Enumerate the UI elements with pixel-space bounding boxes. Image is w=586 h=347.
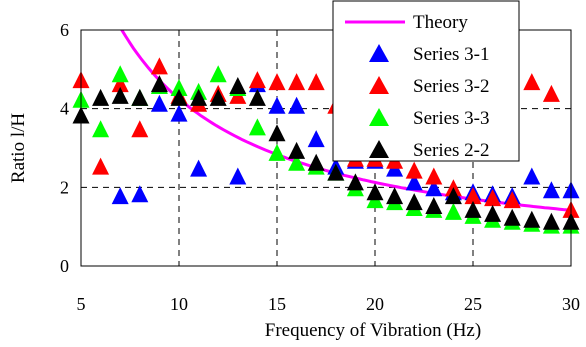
data-point-series-3-3 bbox=[92, 120, 110, 138]
data-point-series-2-2 bbox=[209, 88, 227, 106]
data-point-series-2-2 bbox=[229, 77, 247, 95]
data-point-series-2-2 bbox=[268, 124, 286, 142]
data-point-series-2-2 bbox=[444, 187, 462, 205]
data-point-series-3-2 bbox=[542, 84, 560, 102]
legend-label-series-3-2: Series 3-2 bbox=[413, 76, 490, 97]
data-point-series-3-2 bbox=[92, 157, 110, 175]
data-point-series-3-1 bbox=[523, 167, 541, 185]
legend-marker-series-3-2 bbox=[369, 76, 389, 94]
data-point-series-2-2 bbox=[484, 204, 502, 222]
y-tick-label: 4 bbox=[60, 99, 69, 119]
data-point-series-3-2 bbox=[288, 73, 306, 91]
data-point-series-2-2 bbox=[425, 197, 443, 214]
data-point-series-3-1 bbox=[542, 181, 560, 199]
data-point-series-3-3 bbox=[248, 118, 266, 136]
data-point-series-3-3 bbox=[444, 202, 462, 220]
data-point-series-2-2 bbox=[170, 88, 188, 106]
data-point-series-3-3 bbox=[111, 65, 129, 83]
data-point-series-2-2 bbox=[150, 75, 168, 93]
x-tick-label: 5 bbox=[77, 294, 86, 314]
legend-label-series-3-3: Series 3-3 bbox=[413, 108, 490, 129]
data-point-series-2-2 bbox=[405, 193, 423, 211]
data-point-series-2-2 bbox=[248, 88, 266, 106]
data-point-series-3-2 bbox=[268, 73, 286, 91]
data-point-series-2-2 bbox=[111, 86, 129, 104]
x-tick-label: 25 bbox=[464, 294, 482, 314]
tick-labels: 5 10 15 20 25 30 0 2 4 6 bbox=[60, 20, 580, 314]
y-axis-label: Ratio l/H bbox=[8, 113, 29, 183]
data-point-series-3-1 bbox=[131, 185, 149, 203]
y-tick-label: 0 bbox=[60, 256, 69, 276]
data-point-series-3-2 bbox=[150, 57, 168, 75]
x-tick-label: 10 bbox=[170, 294, 188, 314]
y-tick-label: 2 bbox=[60, 177, 69, 197]
data-point-series-2-2 bbox=[523, 210, 541, 228]
data-point-series-3-3 bbox=[268, 143, 286, 161]
data-point-series-3-1 bbox=[405, 173, 423, 191]
data-point-series-2-2 bbox=[386, 187, 404, 205]
x-axis-label: Frequency of Vibration (Hz) bbox=[265, 320, 481, 341]
data-point-series-3-1 bbox=[288, 96, 306, 114]
data-point-series-3-1 bbox=[190, 159, 208, 177]
data-point-series-3-1 bbox=[229, 167, 247, 185]
data-point-series-2-2 bbox=[288, 141, 306, 159]
plot-border bbox=[80, 29, 572, 267]
legend-label-series-2-2: Series 2-2 bbox=[413, 140, 490, 161]
plot-frame bbox=[80, 29, 572, 267]
data-point-series-3-3 bbox=[288, 153, 306, 171]
x-tick-label: 30 bbox=[562, 294, 580, 314]
data-point-series-3-3 bbox=[209, 65, 227, 83]
data-point-series-2-2 bbox=[190, 88, 208, 106]
data-point-series-3-2 bbox=[111, 75, 129, 93]
data-point-series-3-3 bbox=[170, 79, 188, 96]
data-point-series-3-2 bbox=[484, 189, 502, 207]
legend-marker-series-3-3 bbox=[369, 108, 389, 126]
data-point-series-3-1 bbox=[268, 96, 286, 114]
data-point-series-2-2 bbox=[307, 153, 325, 171]
legend: Theory Series 3-1 Series 3-2 Series 3-3 … bbox=[332, 0, 520, 162]
data-point-series-3-2 bbox=[307, 73, 325, 91]
data-point-series-3-2 bbox=[405, 161, 423, 179]
data-point-series-3-2 bbox=[248, 71, 266, 89]
legend-marker-series-2-2 bbox=[369, 140, 389, 158]
data-point-series-2-2 bbox=[366, 183, 384, 201]
data-point-series-3-1 bbox=[307, 130, 325, 148]
data-point-series-2-2 bbox=[131, 88, 149, 106]
y-tick-label: 6 bbox=[60, 20, 69, 40]
data-point-series-3-2 bbox=[425, 167, 443, 185]
data-point-series-3-2 bbox=[131, 120, 149, 138]
data-point-series-3-2 bbox=[464, 187, 482, 205]
data-point-series-2-2 bbox=[92, 88, 110, 106]
data-point-series-2-2 bbox=[464, 200, 482, 218]
legend-box bbox=[332, 0, 520, 162]
x-tick-label: 20 bbox=[366, 294, 384, 314]
data-point-series-3-1 bbox=[111, 187, 129, 205]
data-point-series-3-2 bbox=[523, 73, 541, 91]
legend-label-theory: Theory bbox=[413, 12, 468, 33]
data-point-series-3-1 bbox=[425, 179, 443, 197]
legend-label-series-3-1: Series 3-1 bbox=[413, 44, 490, 65]
data-point-series-3-2 bbox=[503, 191, 521, 209]
legend-marker-series-3-1 bbox=[369, 44, 389, 62]
series-series-3-2 bbox=[72, 57, 580, 218]
data-point-series-3-1 bbox=[150, 94, 168, 112]
data-point-series-3-1 bbox=[170, 104, 188, 122]
data-point-series-2-2 bbox=[503, 208, 521, 226]
x-tick-label: 15 bbox=[268, 294, 286, 314]
data-point-series-2-2 bbox=[346, 173, 364, 191]
data-point-series-2-2 bbox=[542, 212, 560, 230]
data-point-series-2-2 bbox=[327, 163, 345, 181]
